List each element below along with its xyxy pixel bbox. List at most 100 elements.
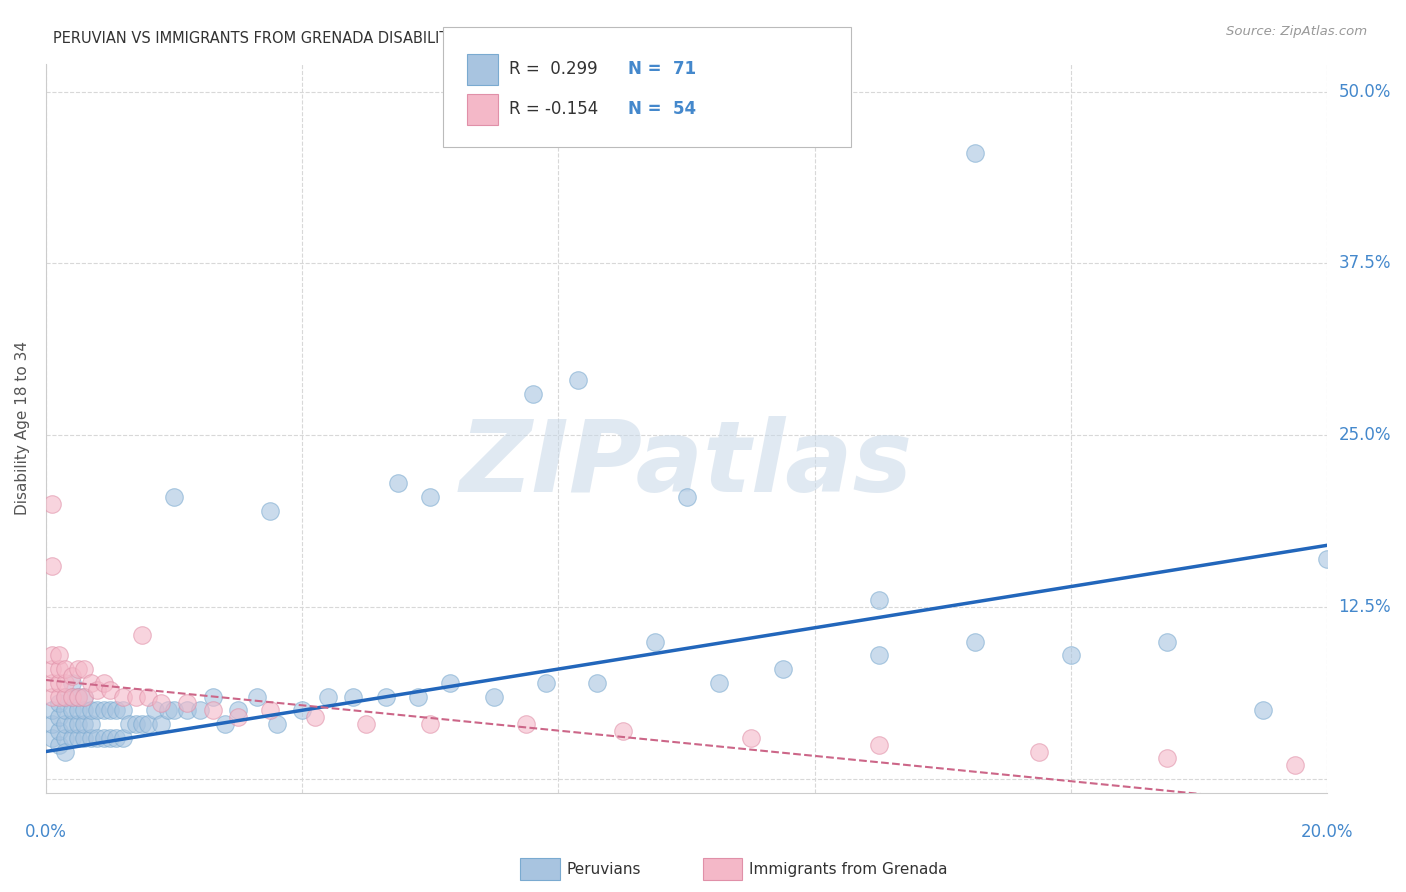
- Point: [963, 634, 986, 648]
- Text: 25.0%: 25.0%: [1339, 426, 1391, 444]
- Point: [41, 648, 63, 663]
- Text: ZIPatlas: ZIPatlas: [460, 417, 912, 514]
- Point: [111, 731, 134, 745]
- Point: [98, 682, 121, 697]
- Point: [80, 675, 103, 690]
- Point: [586, 675, 609, 690]
- Point: [105, 703, 128, 717]
- Text: Immigrants from Grenada: Immigrants from Grenada: [749, 862, 948, 877]
- Point: [176, 697, 198, 711]
- Text: Source: ZipAtlas.com: Source: ZipAtlas.com: [1226, 25, 1367, 38]
- Point: [567, 373, 589, 387]
- Point: [48, 675, 70, 690]
- Point: [60, 675, 83, 690]
- Point: [66, 717, 89, 731]
- Point: [226, 703, 249, 717]
- Y-axis label: Disability Age 18 to 34: Disability Age 18 to 34: [15, 342, 30, 516]
- Point: [138, 717, 160, 731]
- Point: [48, 723, 70, 738]
- Point: [66, 662, 89, 676]
- Point: [156, 703, 179, 717]
- Point: [163, 490, 186, 504]
- Point: [124, 717, 146, 731]
- Point: [66, 703, 89, 717]
- Point: [356, 717, 378, 731]
- Point: [214, 717, 236, 731]
- Point: [66, 731, 89, 745]
- Point: [93, 703, 115, 717]
- Point: [41, 675, 63, 690]
- Point: [60, 690, 83, 704]
- Point: [41, 717, 63, 731]
- Point: [707, 675, 730, 690]
- Point: [66, 690, 89, 704]
- Point: [86, 703, 108, 717]
- Point: [176, 703, 198, 717]
- Point: [419, 490, 441, 504]
- Point: [98, 731, 121, 745]
- Point: [387, 476, 409, 491]
- Point: [118, 717, 141, 731]
- Point: [1316, 552, 1339, 566]
- Point: [259, 504, 281, 518]
- Text: 50.0%: 50.0%: [1339, 83, 1391, 101]
- Point: [534, 675, 557, 690]
- Point: [138, 690, 160, 704]
- Point: [41, 690, 63, 704]
- Point: [963, 146, 986, 161]
- Point: [131, 627, 153, 641]
- Point: [201, 703, 224, 717]
- Point: [60, 669, 83, 683]
- Point: [1156, 751, 1178, 765]
- Point: [93, 675, 115, 690]
- Point: [316, 690, 339, 704]
- Point: [868, 593, 890, 607]
- Point: [201, 690, 224, 704]
- Point: [41, 558, 63, 573]
- Point: [53, 690, 76, 704]
- Point: [1028, 745, 1050, 759]
- Point: [644, 634, 666, 648]
- Point: [612, 723, 634, 738]
- Point: [406, 690, 429, 704]
- Point: [53, 703, 76, 717]
- Point: [439, 675, 461, 690]
- Point: [163, 703, 186, 717]
- Text: R = -0.154: R = -0.154: [509, 100, 598, 119]
- Point: [143, 703, 166, 717]
- Point: [1284, 758, 1306, 772]
- Point: [111, 690, 134, 704]
- Point: [60, 731, 83, 745]
- Point: [522, 387, 544, 401]
- Point: [1156, 634, 1178, 648]
- Point: [675, 490, 697, 504]
- Point: [48, 738, 70, 752]
- Point: [73, 662, 96, 676]
- Point: [53, 717, 76, 731]
- Point: [73, 690, 96, 704]
- Point: [246, 690, 269, 704]
- Text: 37.5%: 37.5%: [1339, 254, 1391, 272]
- Text: N =  71: N = 71: [628, 60, 696, 78]
- Point: [60, 717, 83, 731]
- Point: [226, 710, 249, 724]
- Text: N =  54: N = 54: [628, 100, 696, 119]
- Point: [111, 703, 134, 717]
- Point: [740, 731, 762, 745]
- Point: [150, 717, 173, 731]
- Point: [48, 710, 70, 724]
- Point: [53, 731, 76, 745]
- Point: [86, 731, 108, 745]
- Point: [60, 703, 83, 717]
- Point: [291, 703, 314, 717]
- Point: [80, 703, 103, 717]
- Point: [93, 731, 115, 745]
- Point: [86, 682, 108, 697]
- Point: [124, 690, 146, 704]
- Text: 0.0%: 0.0%: [25, 823, 67, 841]
- Point: [48, 662, 70, 676]
- Point: [66, 690, 89, 704]
- Text: 12.5%: 12.5%: [1339, 599, 1391, 616]
- Point: [48, 690, 70, 704]
- Point: [105, 731, 128, 745]
